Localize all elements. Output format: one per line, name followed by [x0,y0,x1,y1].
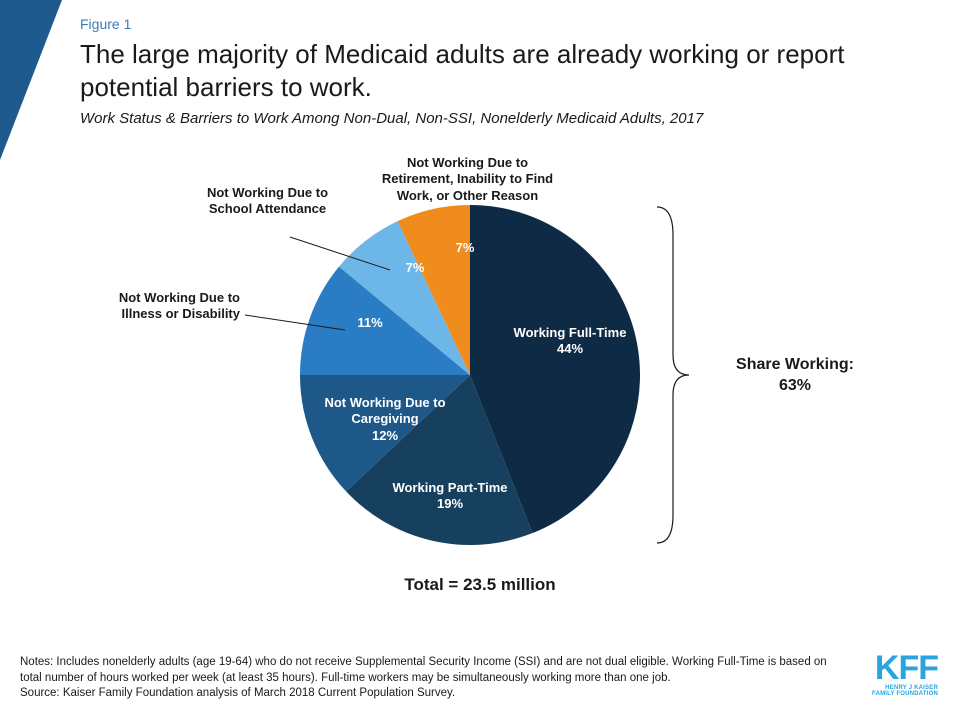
kff-logo-line2: FAMILY FOUNDATION [872,691,938,698]
share-working-bracket [655,205,695,545]
accent-triangle [0,0,62,160]
chart-area: Working Full-Time44% Working Part-Time19… [0,175,960,595]
chart-title: The large majority of Medicaid adults ar… [80,38,930,103]
figure-label: Figure 1 [80,16,930,32]
kff-logo: KFF HENRY J KAISER FAMILY FOUNDATION [872,651,938,698]
notes-text: Notes: Includes nonelderly adults (age 1… [20,655,840,686]
leader-lines [0,175,700,595]
share-working-label: Share Working:63% [710,355,880,397]
footer-notes: Notes: Includes nonelderly adults (age 1… [20,655,840,702]
source-text: Source: Kaiser Family Foundation analysi… [20,686,840,702]
kff-logo-text: KFF [872,651,938,685]
chart-subtitle: Work Status & Barriers to Work Among Non… [80,109,930,129]
total-label: Total = 23.5 million [0,575,960,595]
header: Figure 1 The large majority of Medicaid … [80,16,930,129]
